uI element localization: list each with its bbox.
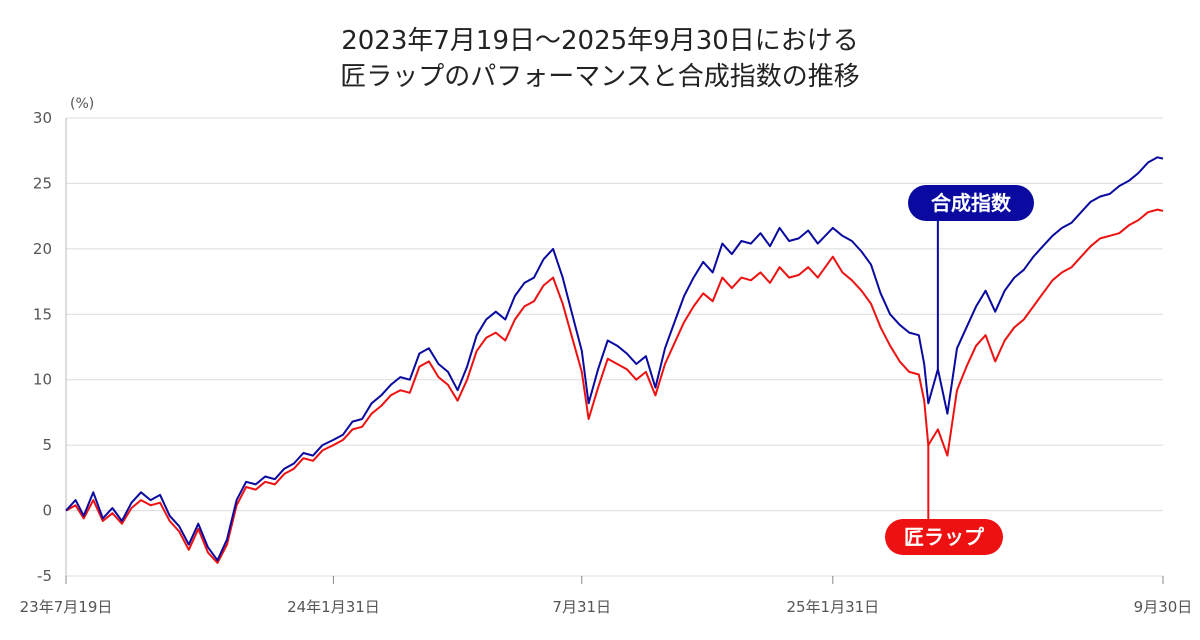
x-tick-label: 9月30日 (1134, 598, 1193, 616)
x-tick-label: 24年1月31日 (287, 598, 380, 616)
y-tick-label: 30 (33, 109, 52, 127)
label-bubble (908, 185, 1034, 221)
y-axis-unit: (%) (70, 96, 94, 112)
y-tick-label: -5 (37, 567, 52, 585)
y-axis-ticks: 30 25 20 15 10 5 0 -5 (33, 109, 52, 585)
chart-title-line1: 2023年7月19日～2025年9月30日における (341, 26, 859, 56)
x-tick-label: 7月31日 (552, 598, 611, 616)
series-line-takumi (65, 208, 1164, 564)
label-text: 匠ラップ (904, 525, 985, 549)
y-tick-label: 15 (33, 305, 52, 323)
y-tick-label: 0 (42, 502, 52, 520)
y-tick-label: 25 (33, 174, 52, 192)
label-text: 合成指数 (931, 191, 1012, 215)
composite-label: 合成指数 (908, 185, 1034, 221)
series-lines (65, 156, 1164, 564)
y-tick-label: 20 (33, 240, 52, 258)
series-line-composite (65, 156, 1164, 562)
x-tick-label: 23年7月19日 (20, 598, 113, 616)
x-tick-label: 25年1月31日 (786, 598, 879, 616)
gridlines (65, 117, 1163, 577)
chart-title-line2: 匠ラップのパフォーマンスと合成指数の推移 (340, 62, 860, 92)
y-tick-label: 10 (33, 371, 52, 389)
takumi-label: 匠ラップ (885, 519, 1003, 555)
x-axis-ticks: 23年7月19日 24年1月31日 7月31日 25年1月31日 9月30日 (20, 576, 1193, 616)
y-tick-label: 5 (42, 436, 52, 454)
label-bubble (885, 519, 1003, 555)
